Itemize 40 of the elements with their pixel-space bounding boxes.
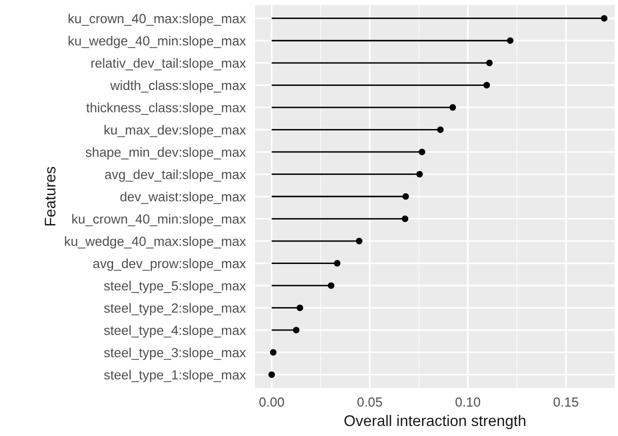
point — [483, 82, 490, 88]
y-tick-label: avg_dev_prow:slope_max — [93, 258, 246, 271]
y-tick-label: width_class:slope_max — [110, 80, 246, 93]
y-tick-label: ku_crown_40_min:slope_max — [72, 214, 246, 226]
y-tick-label: ku_max_dev:slope_max — [104, 124, 246, 138]
y-tick-label: steel_type_4:slope_max — [104, 325, 246, 338]
point — [402, 193, 409, 200]
point — [328, 282, 334, 289]
y-tick-label: ku_crown_40_max:slope_max — [68, 14, 246, 26]
point — [437, 126, 444, 133]
point — [334, 260, 340, 267]
point — [270, 349, 277, 356]
point — [402, 216, 408, 222]
x-tick-label: 0.15 — [554, 397, 578, 407]
x-tick-label: 0.10 — [456, 397, 480, 407]
y-tick-label: steel_type_2:slope_max — [104, 303, 246, 316]
point — [416, 170, 423, 178]
y-tick-label: thickness_class:slope_max — [86, 102, 246, 115]
point — [296, 304, 304, 312]
y-tick-label: avg_dev_tail:slope_max — [104, 169, 246, 182]
y-tick-label: relativ_dev_tail:slope_max — [91, 58, 246, 70]
x-tick-label: 0.05 — [357, 397, 382, 407]
y-tick-label: dev_waist:slope_max — [120, 192, 246, 204]
point — [292, 326, 300, 334]
y-tick-label: steel_type_1:slope_max — [104, 370, 246, 382]
x-tick-label: 0.00 — [259, 397, 284, 407]
point — [449, 104, 456, 111]
point — [600, 15, 608, 22]
y-tick-label: ku_wedge_40_max:slope_max — [64, 236, 246, 249]
y-tick-label: steel_type_3:slope_max — [104, 348, 246, 360]
point — [506, 37, 514, 44]
point — [486, 60, 493, 66]
y-axis-title: Features — [44, 166, 56, 226]
y-tick-label: shape_min_dev:slope_max — [86, 147, 246, 160]
point — [356, 238, 362, 244]
point — [418, 148, 426, 156]
y-tick-label: steel_type_5:slope_max — [104, 280, 246, 294]
point — [268, 371, 275, 378]
y-tick-label: ku_wedge_40_min:slope_max — [68, 36, 246, 48]
x-axis-title: Overall interaction strength — [344, 414, 526, 430]
